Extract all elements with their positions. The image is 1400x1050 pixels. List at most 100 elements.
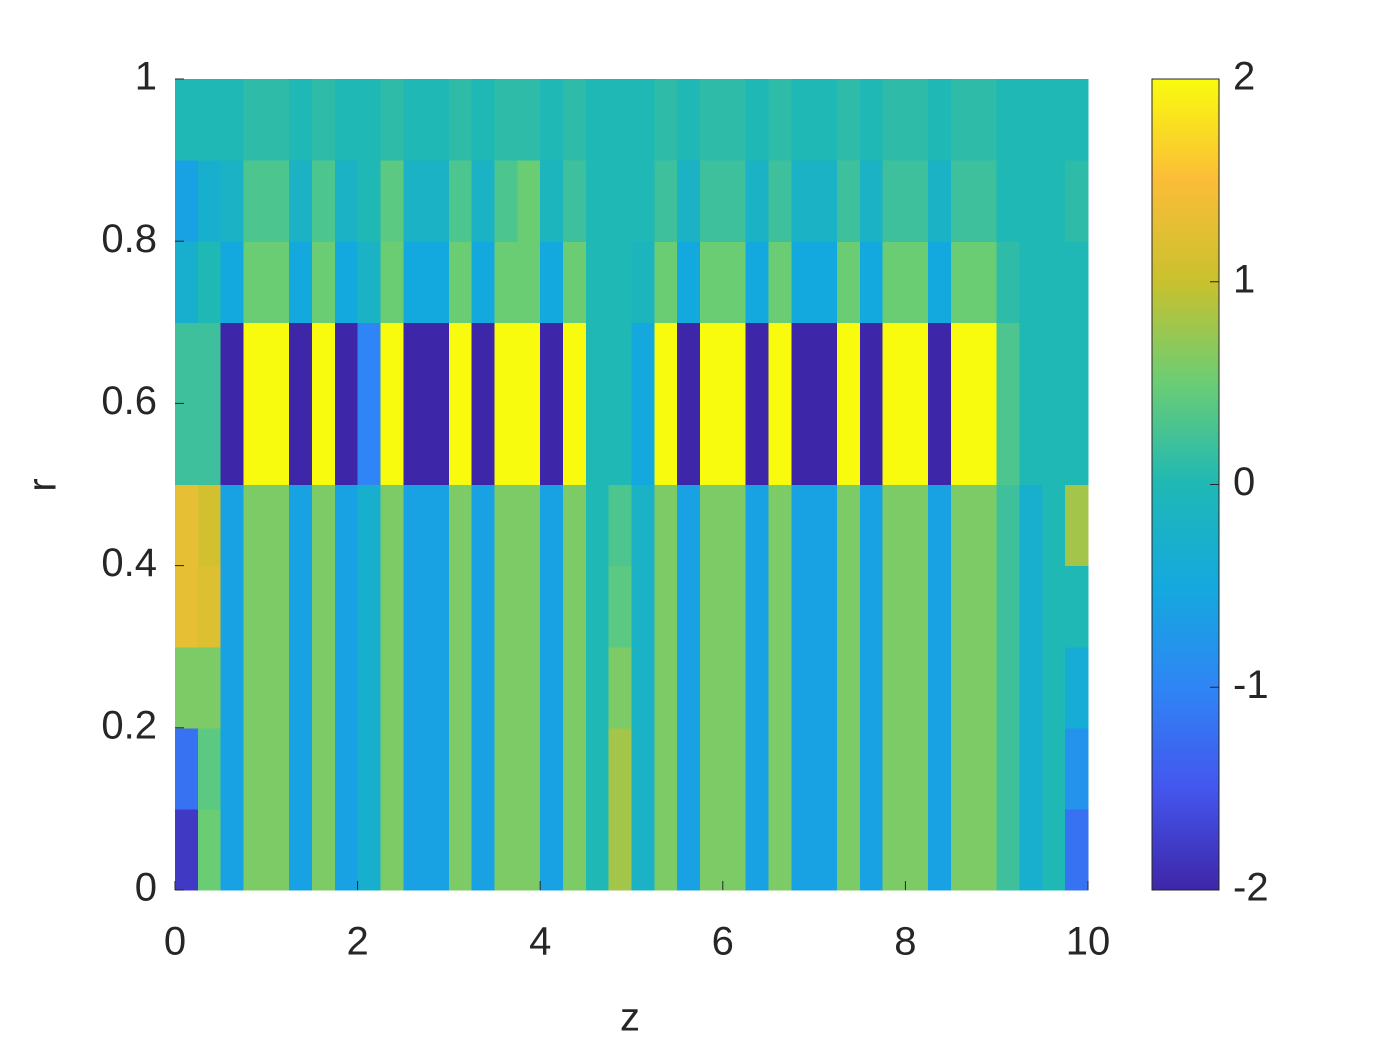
heat-cell	[448, 79, 473, 161]
heat-cell	[243, 484, 267, 567]
heat-cell	[494, 79, 518, 161]
heat-cell	[494, 484, 518, 567]
heat-cell	[951, 241, 975, 323]
heat-cell	[814, 727, 838, 810]
heat-cell	[243, 646, 267, 729]
heat-cell	[357, 79, 382, 161]
heat-cell	[699, 808, 724, 891]
heat-cell	[540, 160, 564, 242]
heat-cell	[973, 565, 998, 648]
heat-cell	[585, 565, 610, 648]
heat-cell	[334, 808, 359, 891]
heat-cell	[699, 565, 724, 648]
heat-cell	[814, 808, 838, 891]
heat-cell	[426, 484, 450, 567]
heat-cell	[1042, 808, 1066, 891]
heat-cell	[175, 79, 199, 161]
heat-cell	[631, 160, 655, 242]
heat-cell	[791, 565, 815, 648]
heat-cell	[768, 646, 792, 729]
heat-cell	[973, 241, 998, 323]
heat-cell	[517, 808, 541, 891]
heat-cell	[631, 646, 655, 729]
heat-cell	[243, 403, 267, 486]
heat-cell	[311, 403, 336, 486]
heat-cell	[197, 322, 222, 404]
heat-cell	[494, 565, 518, 648]
heat-cell	[426, 241, 450, 323]
heat-cell	[1019, 160, 1043, 242]
heat-cell	[1065, 160, 1089, 242]
heat-cell	[357, 403, 382, 486]
heat-cell	[175, 646, 199, 729]
heat-cell	[836, 160, 861, 242]
heat-cell	[951, 727, 975, 810]
heat-cell	[289, 403, 313, 486]
heat-cell	[1042, 403, 1066, 486]
heat-cell	[608, 727, 633, 810]
heat-cell	[471, 403, 496, 486]
heat-cell	[311, 241, 336, 323]
heat-cell	[836, 646, 861, 729]
heat-cell	[677, 565, 701, 648]
heat-cell	[1065, 808, 1089, 891]
heat-cell	[973, 403, 998, 486]
heat-cell	[699, 646, 724, 729]
heat-cell	[380, 484, 404, 567]
heat-cell	[996, 646, 1021, 729]
heat-cell	[654, 160, 678, 242]
heat-cell	[951, 160, 975, 242]
heat-cell	[1019, 484, 1043, 567]
heat-cell	[334, 241, 359, 323]
heat-cell	[426, 646, 450, 729]
heat-cell	[266, 403, 290, 486]
heat-cell	[699, 160, 724, 242]
heat-cell	[426, 565, 450, 648]
heat-cell	[311, 160, 336, 242]
heat-cell	[540, 646, 564, 729]
heat-cell	[722, 646, 747, 729]
heat-cell	[654, 241, 678, 323]
heat-cell	[882, 322, 906, 404]
heat-cell	[951, 808, 975, 891]
heat-cell	[631, 808, 655, 891]
y-tick-label: 0	[135, 866, 157, 910]
heat-cell	[905, 565, 929, 648]
heat-cell	[882, 241, 906, 323]
heat-cell	[380, 403, 404, 486]
heat-cell	[905, 646, 929, 729]
heat-cell	[380, 322, 404, 404]
heat-cell	[585, 241, 610, 323]
heat-cell	[745, 727, 770, 810]
heat-cell	[175, 808, 199, 891]
heat-cell	[517, 403, 541, 486]
heat-cell	[677, 808, 701, 891]
heat-cell	[722, 241, 747, 323]
heat-cell	[220, 403, 245, 486]
heat-cell	[905, 241, 929, 323]
heat-cell	[1042, 646, 1066, 729]
x-axis-label: z	[620, 996, 640, 1040]
heat-cell	[631, 403, 655, 486]
heat-cell	[289, 565, 313, 648]
heat-cell	[1042, 241, 1066, 323]
heat-cell	[722, 322, 747, 404]
heat-cell	[814, 403, 838, 486]
heat-cell	[403, 241, 427, 323]
heat-cell	[928, 727, 952, 810]
heat-cell	[357, 565, 382, 648]
heat-cell	[471, 79, 496, 161]
colorbar-tick-label: 0	[1233, 460, 1255, 504]
heat-cell	[403, 322, 427, 404]
heat-cell	[882, 808, 906, 891]
heat-cell	[220, 484, 245, 567]
heat-cell	[836, 727, 861, 810]
heat-cell	[540, 403, 564, 486]
heat-cell	[654, 403, 678, 486]
heat-cell	[197, 484, 222, 567]
heat-cell	[563, 160, 587, 242]
heat-cell	[540, 808, 564, 891]
heat-cell	[996, 160, 1021, 242]
heat-cell	[357, 484, 382, 567]
